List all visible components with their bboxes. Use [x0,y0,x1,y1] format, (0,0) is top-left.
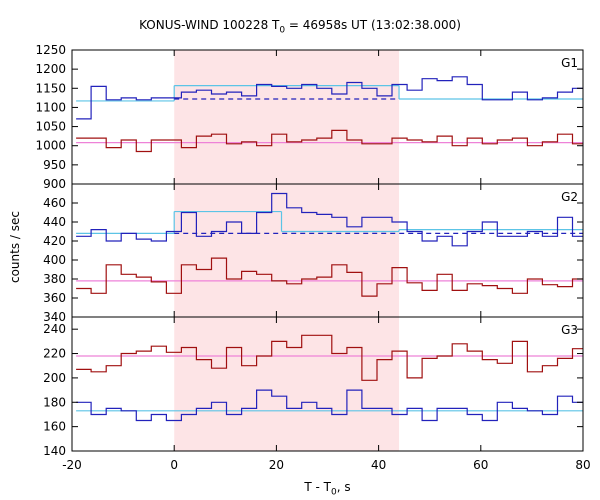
panel-g1-series-blue [76,76,583,120]
panel-g3-label: G3 [561,323,578,337]
panel-g1-ytick-label: 950 [43,158,66,172]
panel-g1-ytick-label: 1200 [35,62,66,76]
panel-g2-series-blue [76,192,583,247]
panel-g1-label: G1 [561,56,578,70]
panel-g1-ytick-label: 1000 [35,139,66,153]
panel-g2-ytick-label: 340 [43,310,66,324]
panel-g2-ytick-label: 380 [43,272,66,286]
xtick-label: 40 [371,458,386,472]
panel-g3-ytick-label: 180 [43,395,66,409]
panel-g1-ytick-label: 1150 [35,81,66,95]
panel-g3-ytick-label: 160 [43,420,66,434]
panel-g1-ytick-label: 1100 [35,100,66,114]
panel-g3-ytick-label: 200 [43,371,66,385]
panel-g2-series-red [76,257,583,297]
panel-g1-ytick-label: 1250 [35,43,66,57]
panel-g2-ytick-label: 420 [43,234,66,248]
xtick-label: 80 [575,458,590,472]
x-axis-label: T - T0, s [304,480,351,498]
panel-g3-ytick-label: 140 [43,444,66,458]
panel-g2-ytick-label: 400 [43,253,66,267]
chart-title: KONUS-WIND 100228 T0 = 46958s UT (13:02:… [139,18,461,36]
panel-g3-ytick-label: 220 [43,347,66,361]
panel-g3-ytick-label: 240 [43,322,66,336]
panel-g1-series-red [76,129,583,153]
xtick-label: 60 [473,458,488,472]
panel-g1-ytick-label: 900 [43,177,66,191]
panel-g2-ytick-label: 360 [43,291,66,305]
panel-g3-series-blue [76,389,583,422]
panel-g3-frame [71,316,584,452]
xtick-label: -20 [62,458,82,472]
y-axis-label: counts / sec [8,211,22,284]
panel-g2-ytick-label: 440 [43,215,66,229]
panel-g2-label: G2 [561,190,578,204]
xtick-label: 20 [269,458,284,472]
xtick-label: 0 [170,458,178,472]
panel-g1-ytick-label: 1050 [35,120,66,134]
panel-g2-ytick-label: 460 [43,196,66,210]
panel-g3-series-red [76,334,583,381]
highlight-band [174,50,400,451]
